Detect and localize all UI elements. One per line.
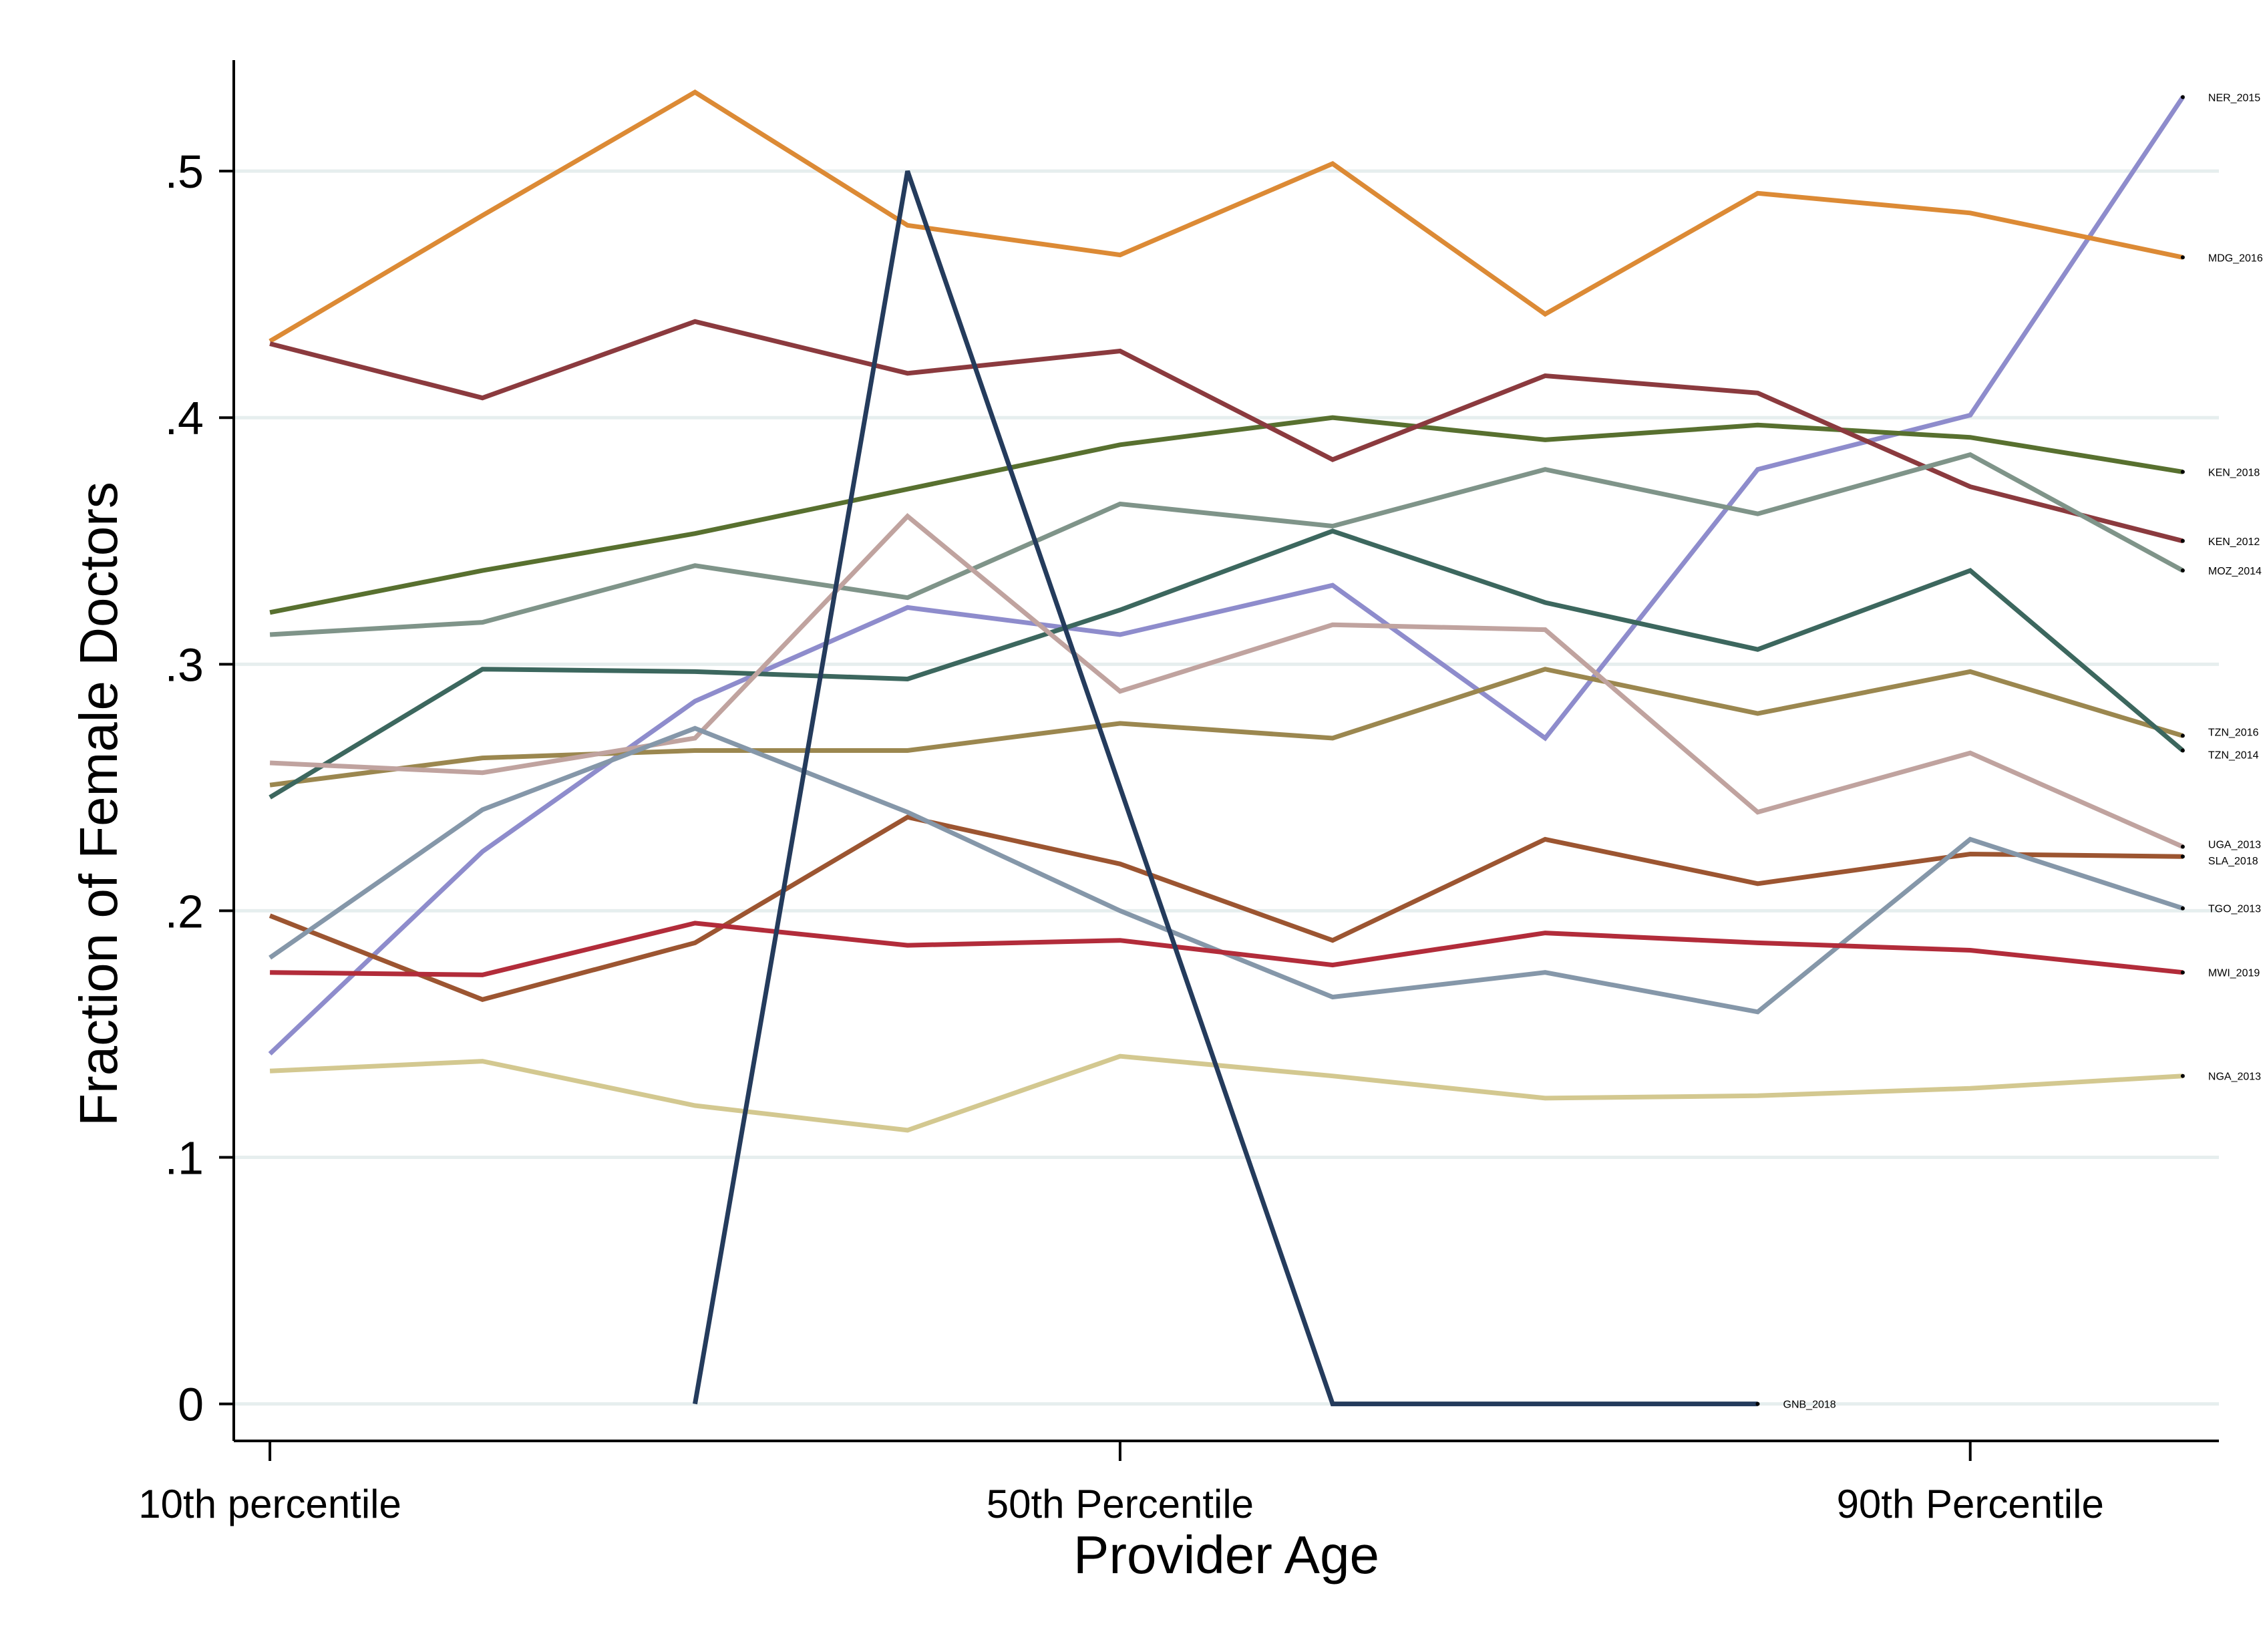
gridlines	[234, 169, 2219, 1406]
y-tick-label: 0	[178, 1379, 204, 1431]
y-tick-label: .1	[165, 1132, 204, 1184]
series-line-mwi-2019	[270, 921, 2184, 977]
x-tick-label: 90th Percentile	[1837, 1482, 2104, 1526]
series-end-marker	[2180, 95, 2185, 100]
series-label: MOZ_2014	[2208, 566, 2262, 577]
x-axis-title: Provider Age	[1073, 1525, 1379, 1585]
series-end-marker	[2180, 255, 2185, 260]
series-end-marker	[2180, 844, 2185, 849]
series-line-moz-2014	[269, 452, 2184, 637]
series-label: TGO_2013	[2208, 904, 2261, 915]
series-line-tzn-2016	[269, 667, 2184, 788]
y-tick-label: .4	[165, 392, 204, 444]
series-end-marker	[2180, 733, 2185, 738]
series-label: MWI_2019	[2208, 968, 2260, 979]
series-label: MDG_2016	[2208, 253, 2263, 264]
series-label: SLA_2018	[2208, 856, 2258, 867]
series-line-gnb-2018	[693, 170, 1758, 1407]
series-line-nga-2013	[269, 1053, 2184, 1133]
series-end-marker	[2180, 470, 2185, 474]
series-label: NGA_2013	[2208, 1071, 2261, 1083]
series-line-tzn-2014	[269, 528, 2185, 800]
series-line-uga-2013	[269, 513, 2184, 849]
series-end-marker	[2180, 970, 2185, 975]
series-label: TZN_2014	[2208, 750, 2259, 762]
y-tick-label: .5	[165, 146, 204, 198]
y-axis-title: Fraction of Female Doctors	[69, 482, 128, 1126]
y-tick-label: .3	[165, 639, 204, 691]
series-line-ken-2012	[269, 319, 2184, 544]
series-line-ken-2018	[269, 415, 2184, 615]
series-line-tgo-2013	[269, 725, 2184, 1015]
series-label: TZN_2016	[2208, 727, 2259, 738]
series-labels: NER_2015 MDG_2016 KEN_2018 KEN_2012 MOZ_2014…	[1755, 92, 2263, 1411]
series-label: NER_2015	[2208, 92, 2260, 104]
series-label: KEN_2012	[2208, 536, 2260, 548]
series-end-marker	[1755, 1401, 1760, 1406]
series-label: UGA_2013	[2208, 839, 2261, 850]
y-tick-label: .2	[165, 885, 204, 937]
series-end-marker	[2180, 568, 2185, 573]
series-end-marker	[2180, 1073, 2185, 1078]
series-end-marker	[2180, 906, 2185, 911]
series-lines	[268, 89, 2185, 1407]
series-end-marker	[2180, 748, 2185, 753]
series-end-marker	[2180, 538, 2185, 543]
series-label: KEN_2018	[2208, 467, 2260, 478]
series-line-mdg-2016	[269, 89, 2184, 343]
x-tick-label: 10th percentile	[138, 1482, 401, 1526]
series-label: GNB_2018	[1783, 1399, 1836, 1411]
series-line-sla-2018	[269, 814, 2183, 1002]
x-tick-label: 50th Percentile	[987, 1482, 1254, 1526]
series-end-marker	[2180, 854, 2185, 859]
axes: 0 .1 .2 .3 .4 .5 10th percentile 50th Percentil…	[138, 60, 2219, 1526]
